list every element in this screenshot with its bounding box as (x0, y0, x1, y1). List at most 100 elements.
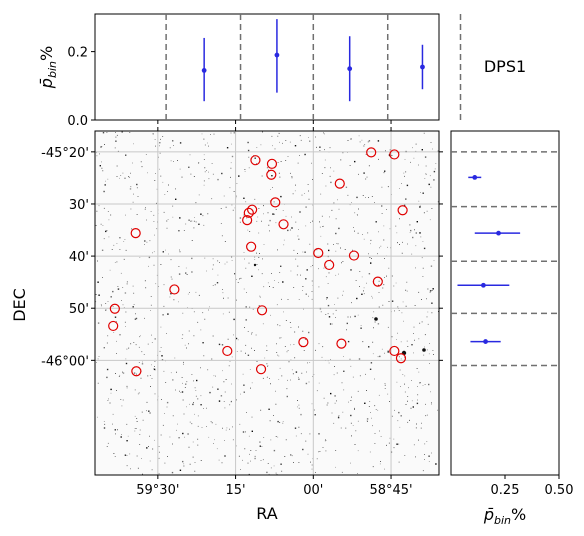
star (112, 306, 114, 307)
star (261, 273, 263, 275)
star (391, 300, 394, 302)
star (426, 349, 428, 351)
star (404, 383, 405, 385)
star (387, 326, 389, 328)
star (95, 301, 97, 303)
star (112, 413, 114, 415)
star (224, 241, 226, 242)
right-x-tick-label: 0.25 (491, 483, 520, 498)
star (204, 167, 206, 169)
star (249, 306, 251, 308)
star (337, 416, 340, 419)
star (196, 379, 198, 382)
star (197, 438, 199, 440)
star (119, 334, 121, 336)
star (260, 144, 262, 146)
star (108, 236, 110, 238)
star (188, 166, 190, 168)
star (156, 228, 158, 230)
star (431, 265, 433, 267)
top-y-axis-label: p̄bin% (37, 46, 59, 89)
star (374, 378, 375, 380)
star (185, 272, 187, 274)
star (170, 372, 172, 374)
star (281, 470, 283, 472)
star (227, 338, 229, 340)
star (125, 362, 128, 365)
star (272, 187, 273, 188)
star (412, 406, 414, 408)
star (430, 265, 432, 267)
star (372, 353, 374, 355)
star (203, 408, 204, 409)
star (287, 350, 289, 351)
star (226, 261, 228, 263)
star (379, 430, 380, 432)
star (326, 404, 328, 406)
star (308, 381, 310, 383)
star (259, 295, 261, 297)
star (420, 236, 422, 238)
star (363, 293, 365, 295)
star (270, 314, 271, 316)
star (248, 156, 250, 158)
star (116, 176, 118, 177)
dec-tick-label: 50' (69, 302, 89, 317)
star (363, 287, 365, 289)
star (375, 221, 377, 223)
star (256, 147, 258, 148)
star (354, 408, 355, 410)
star (204, 144, 206, 146)
star (302, 290, 303, 291)
star (101, 249, 104, 251)
star (247, 462, 249, 464)
star (107, 442, 109, 444)
star (182, 432, 184, 435)
star (248, 167, 250, 169)
star (209, 306, 210, 308)
star (145, 207, 146, 209)
star (357, 473, 358, 474)
star (248, 473, 250, 475)
star (203, 154, 205, 156)
source-markers (108, 147, 408, 377)
star (152, 252, 153, 254)
right-x-ticks: 0.25 0.50 (491, 475, 573, 498)
star (167, 191, 168, 192)
star (423, 247, 426, 250)
star (139, 429, 141, 431)
star (378, 280, 380, 282)
star (279, 367, 281, 369)
star (150, 296, 152, 297)
star (341, 471, 343, 473)
star (164, 462, 166, 464)
star (435, 463, 437, 465)
star (391, 155, 393, 156)
star (304, 339, 306, 340)
star (114, 429, 116, 431)
star (99, 153, 100, 155)
star (223, 195, 225, 197)
star (424, 334, 426, 336)
star (386, 275, 387, 277)
star (179, 251, 181, 253)
star (216, 448, 218, 450)
star (185, 223, 187, 225)
star (204, 318, 206, 320)
star (123, 241, 125, 242)
star (349, 204, 351, 206)
star (129, 188, 132, 190)
star (330, 259, 331, 260)
star (101, 305, 102, 307)
star (419, 205, 421, 207)
star (132, 201, 134, 203)
star (106, 230, 108, 232)
star (419, 206, 421, 208)
star (193, 227, 195, 229)
star (119, 177, 120, 179)
source-marker (108, 320, 119, 332)
star (251, 333, 252, 335)
star (428, 353, 430, 355)
star (151, 378, 153, 379)
star (242, 459, 243, 461)
